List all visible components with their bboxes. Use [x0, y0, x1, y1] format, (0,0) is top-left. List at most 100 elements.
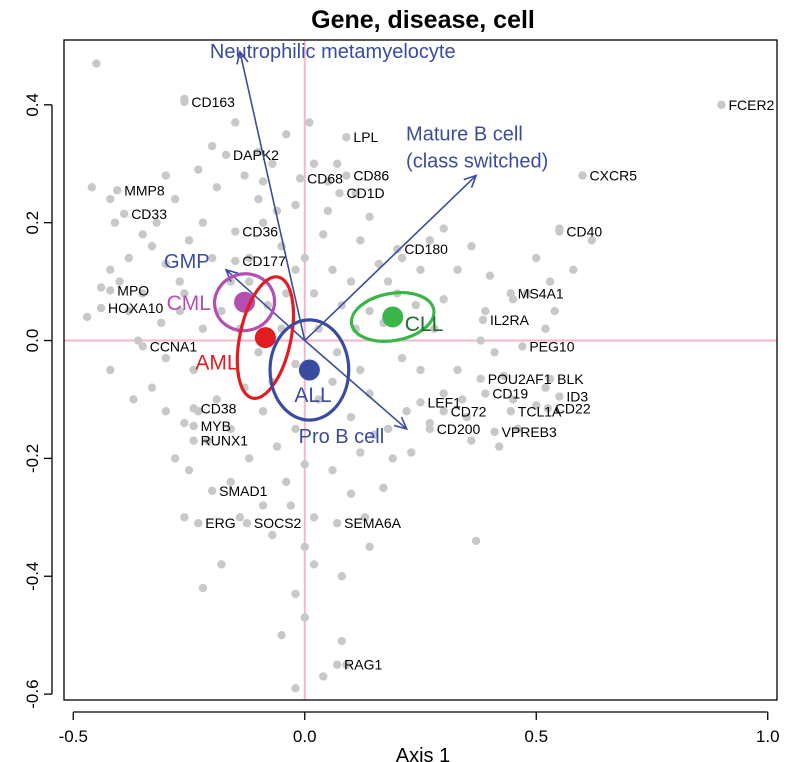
- gene-point: [543, 404, 553, 413]
- y-tick-label: 0.4: [23, 93, 42, 117]
- data-point: [184, 465, 194, 475]
- data-point: [180, 289, 189, 298]
- data-point: [106, 194, 115, 204]
- data-point: [203, 436, 212, 445]
- data-point: [383, 424, 393, 434]
- data-point: [106, 365, 115, 375]
- gene-label: DAPK2: [233, 147, 279, 163]
- gene-label: SMAD1: [219, 483, 267, 499]
- data-point: [541, 383, 550, 392]
- group-label: CLL: [405, 313, 444, 336]
- data-point: [300, 542, 309, 551]
- data-point: [138, 230, 147, 239]
- arrow-head: [236, 49, 249, 65]
- gene-point: [221, 150, 231, 160]
- gene-label: CD180: [404, 241, 448, 257]
- gene-label: CD1D: [346, 185, 384, 201]
- gene-label: CCNA1: [150, 338, 198, 354]
- data-point: [282, 477, 291, 487]
- labeled-gene-points: [96, 97, 726, 669]
- gene-point: [545, 374, 555, 384]
- data-point: [129, 395, 138, 404]
- data-point: [207, 253, 217, 263]
- gene-label: RAG1: [344, 657, 382, 673]
- data-point: [481, 306, 490, 316]
- data-point: [291, 424, 300, 434]
- data-point: [258, 407, 268, 416]
- data-point: [388, 454, 397, 463]
- gene-label: CD40: [566, 224, 602, 240]
- data-point: [268, 530, 277, 540]
- data-point: [513, 424, 522, 434]
- y-tick-label: 0.2: [23, 211, 42, 235]
- group-ellipses: CML AML ALL CLL: [167, 272, 444, 422]
- data-point: [337, 636, 346, 646]
- data-point: [467, 436, 476, 445]
- data-point: [328, 265, 337, 275]
- data-point: [282, 289, 291, 298]
- data-point: [226, 477, 235, 487]
- data-point: [356, 236, 365, 245]
- data-point: [291, 589, 300, 599]
- gene-point: [425, 424, 434, 434]
- gene-point: [518, 342, 527, 351]
- data-point: [277, 630, 286, 640]
- gene-label: PEG10: [529, 338, 574, 354]
- data-point: [508, 395, 518, 404]
- arrow-label: Mature B cell: [406, 124, 523, 146]
- data-point: [485, 271, 495, 280]
- data-point: [138, 289, 147, 298]
- arrow-label: Pro B cell: [299, 426, 385, 448]
- data-point: [180, 513, 189, 522]
- gene-label: CXCR5: [590, 168, 638, 184]
- group-ellipse: [268, 318, 351, 422]
- background-points: [82, 59, 597, 693]
- data-point: [268, 159, 277, 168]
- data-point: [495, 442, 504, 451]
- group-centroid: [254, 327, 276, 349]
- group-centroid: [382, 306, 404, 328]
- gene-label: HOXA10: [108, 300, 163, 316]
- data-point: [416, 265, 425, 275]
- data-point: [291, 265, 300, 275]
- data-point: [569, 265, 578, 275]
- data-point: [300, 253, 309, 263]
- gene-label: VPREB3: [502, 424, 557, 440]
- data-point: [471, 536, 481, 546]
- data-point: [82, 312, 92, 322]
- gene-point: [476, 374, 485, 384]
- data-point: [87, 183, 96, 192]
- x-tick-label: 1.0: [756, 727, 780, 746]
- data-point: [161, 259, 171, 269]
- data-point: [550, 306, 559, 316]
- data-point: [379, 483, 388, 493]
- data-point: [147, 242, 157, 251]
- data-point: [439, 389, 448, 398]
- gene-point: [393, 244, 402, 254]
- data-point: [161, 354, 171, 363]
- gene-point: [194, 519, 203, 528]
- data-point: [217, 560, 226, 569]
- data-point: [365, 212, 374, 221]
- y-axis: -0.6 -0.4 -0.2 0.0 0.2 0.4: [23, 93, 53, 709]
- data-point: [147, 383, 157, 392]
- data-point: [319, 230, 328, 239]
- data-point: [194, 165, 203, 174]
- data-point: [407, 448, 416, 457]
- data-point: [365, 542, 374, 551]
- data-point: [258, 501, 268, 510]
- data-point: [115, 277, 124, 286]
- group-label: CML: [167, 292, 211, 315]
- x-tick-label: -0.5: [59, 727, 88, 746]
- gene-label: BLK: [557, 371, 584, 387]
- arrow-label: Neutrophilic metamyelocyte: [210, 41, 456, 63]
- data-point: [457, 395, 467, 404]
- gene-point: [478, 315, 488, 325]
- data-point: [254, 194, 263, 204]
- data-point: [328, 377, 337, 386]
- group-centroid: [298, 359, 320, 381]
- data-point: [110, 218, 120, 227]
- gene-point: [231, 227, 240, 236]
- arrow-line: [304, 174, 477, 342]
- data-point: [161, 171, 171, 180]
